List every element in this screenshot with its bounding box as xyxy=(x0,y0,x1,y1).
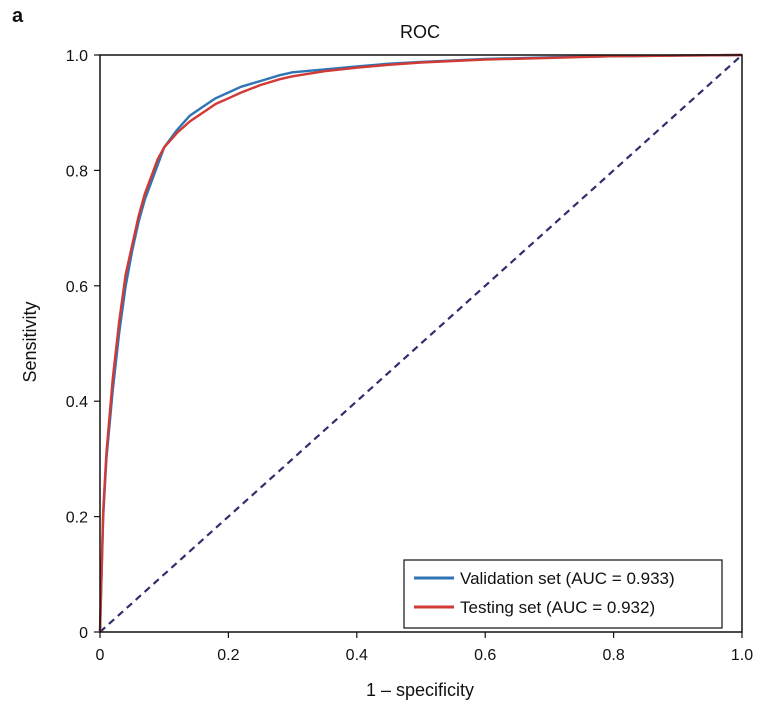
testing-roc-curve xyxy=(98,53,743,633)
x-tick-label: 0.4 xyxy=(346,647,368,664)
plot-frame xyxy=(99,54,743,633)
y-tick-label: 0 xyxy=(79,625,88,642)
series-layer xyxy=(98,53,743,633)
x-tick-label: 0 xyxy=(96,647,105,664)
x-tick-label: 1.0 xyxy=(731,647,753,664)
legend-label-testing: Testing set (AUC = 0.932) xyxy=(460,598,655,617)
y-tick-label: 0.6 xyxy=(66,279,88,296)
y-tick-label: 0.8 xyxy=(66,163,88,180)
x-tick-label: 0.2 xyxy=(217,647,239,664)
y-tick-label: 0.4 xyxy=(66,394,88,411)
legend-box xyxy=(403,559,723,629)
legend: Validation set (AUC = 0.933) Testing set… xyxy=(403,559,723,629)
y-tick-label: 1.0 xyxy=(66,48,88,65)
x-tick-label: 0.8 xyxy=(602,647,624,664)
y-axis-label: Sensitivity xyxy=(20,301,40,382)
tick-layer: 0 0.2 0.4 0.6 0.8 1.0 0 0.2 0.4 0.6 0.8 1.0 xyxy=(66,48,753,664)
chart-title: ROC xyxy=(400,22,440,42)
panel-label: a xyxy=(12,5,24,27)
y-tick-label: 0.2 xyxy=(66,510,88,527)
chance-diagonal-line xyxy=(99,54,743,633)
x-tick-label: 0.6 xyxy=(474,647,496,664)
legend-label-validation: Validation set (AUC = 0.933) xyxy=(460,569,675,588)
x-axis-label: 1 – specificity xyxy=(366,680,474,700)
